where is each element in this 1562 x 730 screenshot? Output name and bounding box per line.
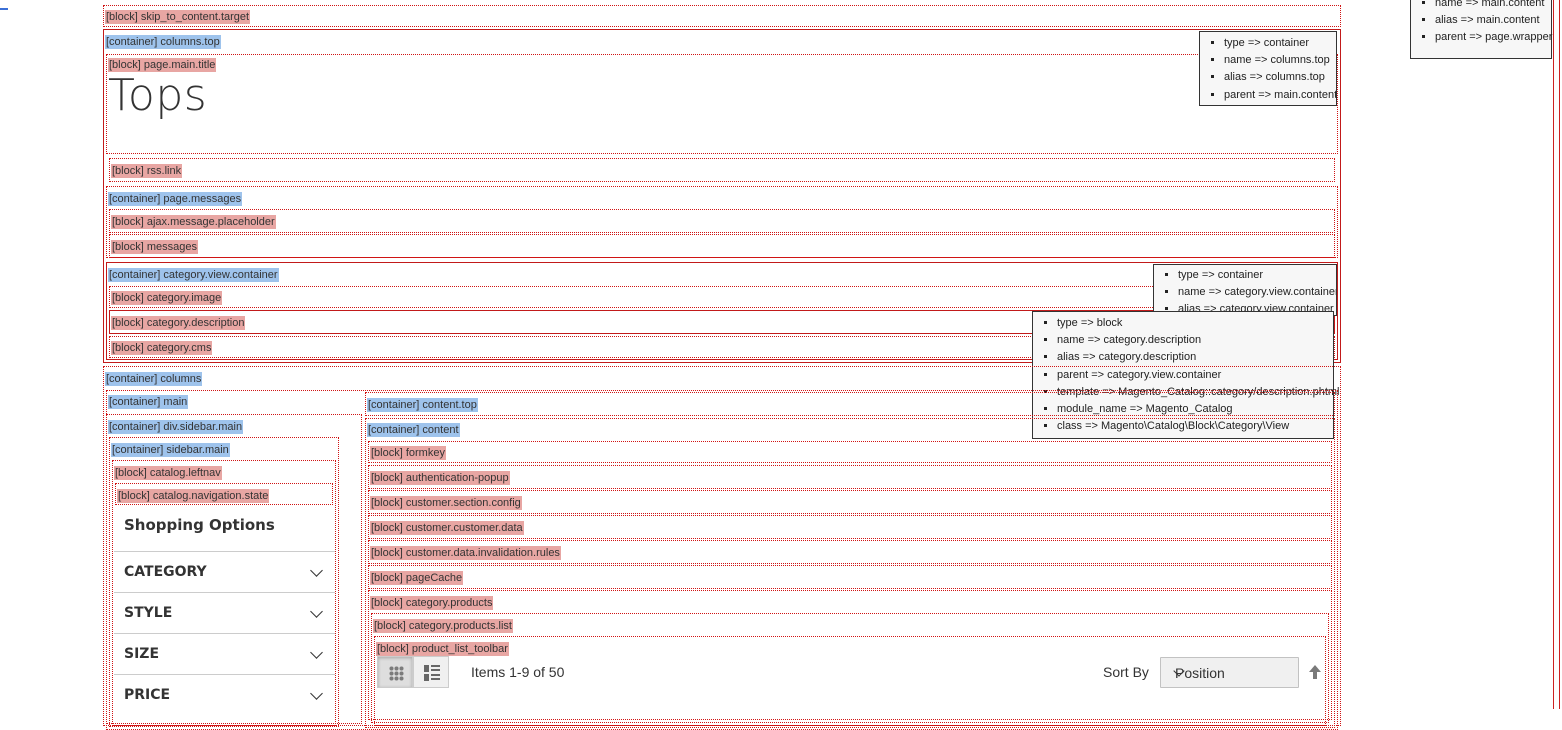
div-sidebar-main-label[interactable]: [container] div.sidebar.main <box>108 420 244 434</box>
tooltip-columns-top: type => container name => columns.top al… <box>1199 31 1337 106</box>
grid-mode-button[interactable] <box>377 656 413 688</box>
skip-to-content-block <box>103 5 1341 27</box>
rss-link-block <box>109 158 1335 182</box>
tooltip-line: alias => category.view.container <box>1178 301 1336 315</box>
left-edge-mark <box>0 8 8 10</box>
category-image-block <box>109 286 1335 308</box>
category-products-list-label[interactable]: [block] category.products.list <box>373 619 513 633</box>
messages-block <box>109 234 1335 258</box>
filter-label: STYLE <box>124 605 173 621</box>
tooltip-line: alias => category.description <box>1057 349 1333 366</box>
filter-size[interactable]: SIZE <box>114 633 335 673</box>
customer-section-config-label[interactable]: [block] customer.section.config <box>370 496 522 510</box>
skip-to-content-label[interactable]: [block] skip_to_content.target <box>105 10 251 24</box>
columns-top-container <box>103 29 1341 363</box>
sort-direction-arrow-icon[interactable] <box>1308 664 1322 680</box>
sort-by-label: Sort By <box>1103 664 1149 680</box>
customer-customer-data-label[interactable]: [block] customer.customer.data <box>370 521 524 535</box>
customer-customer-data-block <box>368 515 1332 539</box>
authentication-popup-block <box>368 465 1332 489</box>
right-edge-line-2 <box>1559 0 1560 709</box>
catalog-leftnav-label[interactable]: [block] catalog.leftnav <box>114 466 222 480</box>
category-view-container <box>106 262 1338 360</box>
list-mode-button[interactable] <box>413 656 449 688</box>
ajax-placeholder-block <box>109 209 1335 233</box>
chevron-down-icon <box>310 605 323 618</box>
toolbar-amount: Items 1-9 of 50 <box>471 664 565 680</box>
tooltip-line: name => category.description <box>1057 332 1333 349</box>
filter-category[interactable]: CATEGORY <box>114 551 335 591</box>
category-description-label[interactable]: [block] category.description <box>111 316 246 330</box>
category-products-label[interactable]: [block] category.products <box>370 596 494 610</box>
page-main-title-label[interactable]: [block] page.main.title <box>108 58 217 72</box>
tooltip-line: type => container <box>1224 35 1336 52</box>
customer-data-invalidation-rules-block <box>368 540 1332 564</box>
catalog-navigation-state-label[interactable]: [block] catalog.navigation.state <box>117 489 270 503</box>
rss-link-label[interactable]: [block] rss.link <box>111 164 183 178</box>
list-icon <box>424 665 440 681</box>
tooltip-main-content: name => main.content alias => main.conte… <box>1410 0 1552 59</box>
tooltip-line: name => category.view.container <box>1178 284 1336 301</box>
right-edge-line <box>1553 0 1554 709</box>
grid-icon <box>389 666 404 681</box>
tooltip-line: name => columns.top <box>1224 52 1336 69</box>
tooltip-category-view-container: type => container name => category.view.… <box>1153 264 1337 316</box>
shopping-options-title: Shopping Options <box>124 516 275 534</box>
category-image-label[interactable]: [block] category.image <box>111 291 223 305</box>
columns-label[interactable]: [container] columns <box>105 372 203 386</box>
product-list-toolbar-label[interactable]: [block] product_list_toolbar <box>376 642 509 656</box>
messages-label[interactable]: [block] messages <box>111 240 198 254</box>
formkey-block <box>368 441 1332 463</box>
tooltip-line: module_name => Magento_Catalog <box>1057 401 1333 418</box>
page-cache-block <box>368 565 1332 589</box>
chevron-down-icon <box>310 687 323 700</box>
content-top-label[interactable]: [container] content.top <box>367 398 478 412</box>
filter-label: SIZE <box>124 646 160 662</box>
tooltip-line: parent => main.content <box>1224 87 1337 104</box>
columns-top-label[interactable]: [container] columns.top <box>105 35 221 49</box>
content-top-container <box>365 392 1335 416</box>
category-cms-label[interactable]: [block] category.cms <box>111 341 213 355</box>
sort-by-select[interactable]: Position <box>1160 657 1299 688</box>
filter-label: PRICE <box>124 687 171 703</box>
content-label[interactable]: [container] content <box>367 423 460 437</box>
sidebar-main-label[interactable]: [container] sidebar.main <box>111 443 230 457</box>
filter-price[interactable]: PRICE <box>114 674 335 714</box>
authentication-popup-label[interactable]: [block] authentication-popup <box>370 471 510 485</box>
tooltip-line: parent => category.view.container <box>1057 367 1333 384</box>
page-cache-label[interactable]: [block] pageCache <box>370 571 464 585</box>
page-title: Tops <box>108 70 208 121</box>
chevron-down-icon <box>310 646 323 659</box>
chevron-down-icon <box>310 564 323 577</box>
ajax-placeholder-label[interactable]: [block] ajax.message.placeholder <box>111 215 276 229</box>
category-description-block <box>109 310 1335 334</box>
category-view-container-label[interactable]: [container] category.view.container <box>108 268 279 282</box>
tooltip-line: alias => main.content <box>1435 12 1551 29</box>
customer-data-invalidation-rules-label[interactable]: [block] customer.data.invalidation.rules <box>370 546 561 560</box>
main-label[interactable]: [container] main <box>108 395 189 409</box>
catalog-navigation-state-block <box>115 483 333 505</box>
filter-label: CATEGORY <box>124 564 207 580</box>
tooltip-line: parent => page.wrapper <box>1435 29 1552 46</box>
filter-style[interactable]: STYLE <box>114 592 335 632</box>
tooltip-line: template => Magento_Catalog::category/de… <box>1057 384 1340 401</box>
tooltip-line: class => Magento\Catalog\Block\Category\… <box>1057 418 1333 435</box>
page-main-title-block <box>106 54 1338 154</box>
tooltip-line: type => container <box>1178 267 1336 284</box>
tooltip-line: type => block <box>1057 315 1333 332</box>
formkey-label[interactable]: [block] formkey <box>370 446 446 460</box>
category-cms-block <box>109 336 1335 358</box>
page-messages-label[interactable]: [container] page.messages <box>108 192 243 206</box>
tooltip-line: alias => columns.top <box>1224 69 1336 86</box>
sort-by-value: Position <box>1175 665 1225 681</box>
tooltip-category-description: type => block name => category.descripti… <box>1032 311 1340 439</box>
tooltip-line: name => main.content <box>1435 0 1551 12</box>
customer-section-config-block <box>368 490 1332 514</box>
